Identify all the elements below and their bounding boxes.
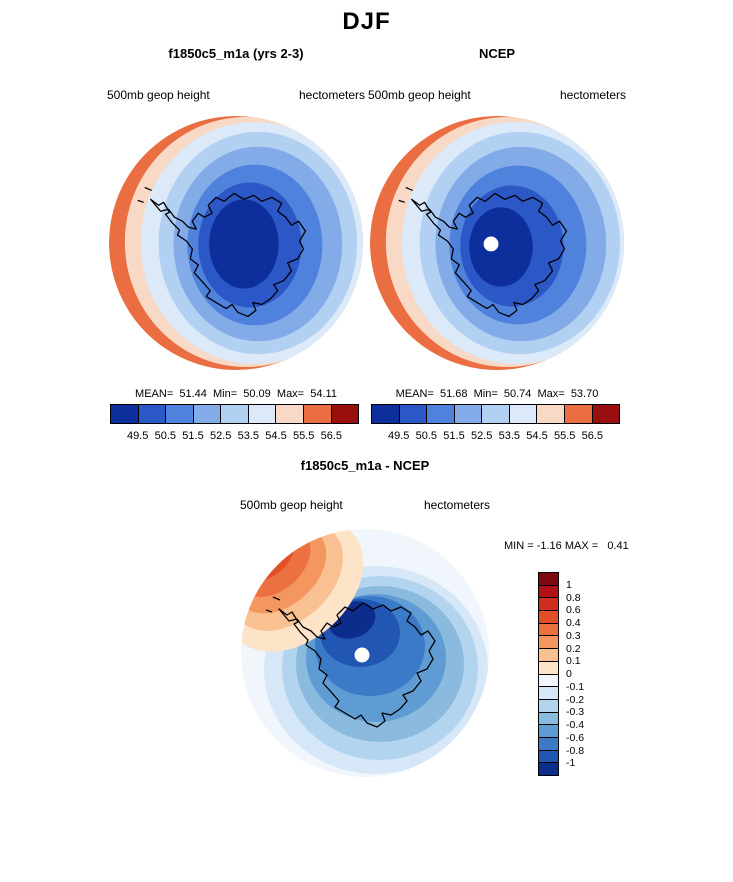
contour-band: [209, 199, 279, 289]
model-map-svg: [108, 115, 364, 371]
colorbar-tick-label: 0.4: [566, 617, 581, 629]
colorbar-tick-label: 52.5: [470, 430, 493, 442]
colorbar-tick-label: -0.1: [566, 680, 585, 693]
colorbar-tick-label: 0.2: [566, 642, 581, 655]
colorbar-tick-label: 56.5: [320, 430, 343, 442]
colorbar-tick-label: 0.6: [566, 604, 581, 617]
colorbar-tick-label: 50.5: [154, 430, 177, 442]
diff-map-plot: [240, 528, 490, 778]
obs-units-label: hectometers: [559, 88, 626, 102]
obs-panel-header: 500mb geop height hectometers: [368, 88, 626, 102]
model-stats-line: MEAN= 51.44 Min= 50.09 Max= 54.11: [135, 388, 337, 400]
model-units-label: hectometers: [298, 88, 365, 102]
diff-panel-title: f1850c5_m1a - NCEP: [300, 458, 430, 473]
colorbar-tick-label: 49.5: [387, 430, 410, 442]
diff-panel-header: 500mb geop height hectometers: [240, 498, 490, 512]
colorbar-tick-label: -0.3: [566, 706, 585, 719]
colorbar-tick-label: -0.6: [566, 731, 585, 744]
model-colorbar: 49.5 50.5 51.5 52.5 53.5 54.5 55.5 56.5: [110, 404, 360, 442]
contour-band: [487, 140, 503, 147]
contour-band: [469, 207, 533, 287]
colorbar-box: [330, 404, 360, 424]
model-contour-bands: [108, 115, 364, 371]
model-map-plot: [107, 114, 365, 372]
colorbar-tick-label: -0.2: [566, 693, 585, 706]
pole-hole-marker: [354, 647, 370, 663]
colorbar-tick-label: 53.5: [237, 430, 260, 442]
diff-minmax-line: MIN = -1.16 MAX = 0.41: [504, 540, 629, 552]
colorbar-tick-label: 51.5: [182, 430, 204, 442]
obs-panel-title: NCEP: [478, 46, 516, 61]
obs-field-label: 500mb geop height: [368, 88, 471, 102]
page-title: DJF: [342, 8, 391, 35]
colorbar-tick-label: 54.5: [526, 430, 548, 442]
colorbar-tick-label: 1: [566, 578, 572, 591]
colorbar-box: [538, 762, 559, 776]
colorbar-tick-label: 56.5: [581, 430, 604, 442]
colorbar-tick-label: 50.5: [415, 430, 438, 442]
colorbar-tick-label: 0.8: [566, 591, 581, 604]
obs-colorbar: 49.5 50.5 51.5 52.5 53.5 54.5 55.5 56.5: [371, 404, 621, 442]
colorbar-tick-label: 0.1: [566, 655, 581, 668]
diff-colorbar: 1 0.8 0.6 0.4 0.3 0.2 0.1 0 -0.1 -0.2 -0.3 -0.4 -0.6…: [538, 572, 584, 776]
obs-contour-bands: [369, 115, 625, 371]
model-panel-header: 500mb geop height hectometers: [107, 88, 365, 102]
colorbar-tick-label: -1: [566, 757, 576, 770]
diff-contour-bands: [241, 529, 489, 777]
colorbar-tick-label: 55.5: [292, 430, 315, 442]
diff-map-svg: [241, 529, 489, 777]
colorbar-box: [591, 404, 621, 424]
pole-hole-marker: [483, 236, 499, 252]
model-panel-title: f1850c5_m1a (yrs 2-3): [168, 46, 304, 61]
colorbar-tick-label: 53.5: [498, 430, 521, 442]
colorbar-tick-label: 0: [566, 668, 572, 680]
colorbar-tick-label: 0.3: [566, 629, 581, 642]
diff-field-label: 500mb geop height: [240, 498, 343, 512]
colorbar-tick-label: 52.5: [209, 430, 232, 442]
obs-map-svg: [369, 115, 625, 371]
obs-map-plot: [368, 114, 626, 372]
colorbar-tick-label: 54.5: [265, 430, 287, 442]
colorbar-tick-label: 51.5: [443, 430, 465, 442]
colorbar-tick-label: 55.5: [553, 430, 576, 442]
obs-stats-line: MEAN= 51.68 Min= 50.74 Max= 53.70: [395, 388, 599, 400]
colorbar-tick-label: -0.4: [566, 719, 585, 731]
model-field-label: 500mb geop height: [107, 88, 210, 102]
colorbar-tick-label: 49.5: [126, 430, 149, 442]
colorbar-tick-label: -0.8: [566, 744, 585, 757]
diff-units-label: hectometers: [423, 498, 490, 512]
